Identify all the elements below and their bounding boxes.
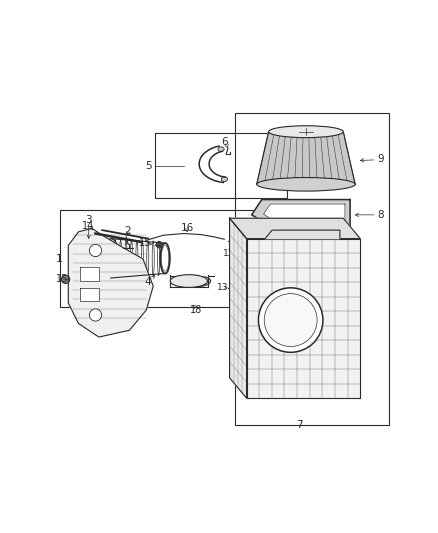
Text: 16: 16 <box>180 223 194 233</box>
Text: 6: 6 <box>221 137 228 147</box>
Text: 9: 9 <box>377 154 384 164</box>
Text: 17: 17 <box>239 228 252 238</box>
Text: 5: 5 <box>145 160 152 171</box>
Ellipse shape <box>181 276 211 287</box>
Bar <box>155 133 287 198</box>
Polygon shape <box>257 132 355 184</box>
Polygon shape <box>230 218 360 239</box>
Bar <box>235 113 389 425</box>
Circle shape <box>156 241 162 248</box>
Ellipse shape <box>79 238 92 260</box>
Text: 4: 4 <box>145 277 152 287</box>
Polygon shape <box>80 268 99 281</box>
Text: 10: 10 <box>228 271 238 280</box>
Polygon shape <box>264 204 345 224</box>
Text: 14: 14 <box>81 221 94 231</box>
Circle shape <box>61 275 70 284</box>
Text: 12: 12 <box>223 249 234 259</box>
Ellipse shape <box>102 239 120 278</box>
Bar <box>60 210 255 306</box>
Polygon shape <box>230 218 247 398</box>
Text: 15: 15 <box>57 274 69 284</box>
Text: 8: 8 <box>377 210 384 220</box>
Text: 7: 7 <box>296 421 303 430</box>
Text: 18: 18 <box>190 305 202 315</box>
Ellipse shape <box>257 177 355 191</box>
Circle shape <box>236 272 244 280</box>
Circle shape <box>237 281 243 287</box>
Circle shape <box>258 288 323 352</box>
Circle shape <box>89 245 102 256</box>
Text: 2: 2 <box>124 226 131 236</box>
Ellipse shape <box>218 147 224 151</box>
Polygon shape <box>247 239 360 398</box>
Ellipse shape <box>268 126 343 138</box>
Ellipse shape <box>221 177 227 182</box>
Polygon shape <box>68 229 153 337</box>
Text: 1: 1 <box>56 254 62 264</box>
Circle shape <box>264 294 317 346</box>
Text: 11: 11 <box>228 280 238 289</box>
Polygon shape <box>251 199 350 229</box>
Polygon shape <box>80 288 99 302</box>
Circle shape <box>238 274 241 278</box>
Polygon shape <box>265 230 340 239</box>
Circle shape <box>230 233 247 250</box>
Text: 15: 15 <box>139 238 152 248</box>
Ellipse shape <box>170 274 208 287</box>
Circle shape <box>89 309 102 321</box>
Text: 3: 3 <box>85 215 92 225</box>
Text: 13: 13 <box>217 284 229 292</box>
